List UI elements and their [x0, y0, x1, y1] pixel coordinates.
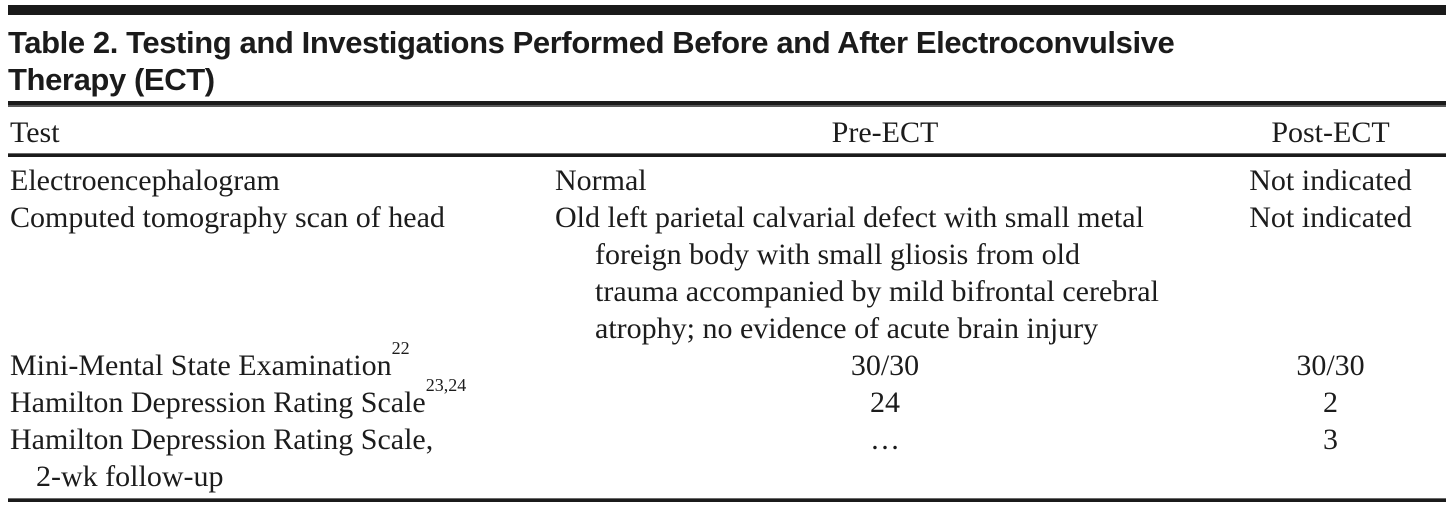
test-label: Mini-Mental State Examination — [10, 349, 392, 382]
table-title: Table 2. Testing and Investigations Perf… — [8, 24, 1446, 98]
test-cell: Mini-Mental State Examination22 — [8, 339, 555, 384]
table-row: Mini-Mental State Examination22 30/30 30… — [8, 339, 1446, 384]
reference-superscript: 23,24 — [425, 375, 467, 396]
test-cell: Hamilton Depression Rating Scale23,24 — [8, 376, 555, 421]
reference-superscript: 22 — [391, 338, 410, 359]
table-title-line-1: Table 2. Testing and Investigations Perf… — [8, 25, 1175, 60]
pre-ect-cell: 30/30 — [850, 349, 920, 382]
post-ect-cell: Not indicated — [1249, 164, 1412, 197]
column-header-post-ect: Post-ECT — [1271, 116, 1390, 149]
table-row: Electroencephalogram Normal Not indicate… — [8, 162, 1446, 199]
table-header-row: Test Pre-ECT Post-ECT — [8, 107, 1446, 153]
table-bottom-rule — [8, 498, 1446, 502]
test-cell: Hamilton Depression Rating Scale, 2-wk f… — [8, 421, 555, 495]
pre-ect-cell: 24 — [870, 386, 900, 419]
table-row: Hamilton Depression Rating Scale, 2-wk f… — [8, 421, 1446, 495]
post-ect-cell: 30/30 — [1296, 349, 1365, 382]
table-row: Hamilton Depression Rating Scale23,24 24… — [8, 376, 1446, 421]
test-label: Computed tomography scan of head — [10, 201, 445, 234]
pre-ect-cell: … — [870, 423, 900, 456]
pre-ect-cell: Normal — [555, 164, 647, 197]
column-header-pre-ect: Pre-ECT — [831, 116, 939, 149]
top-rule-bar — [8, 5, 1446, 15]
title-divider-rule — [8, 101, 1446, 107]
table-row: Computed tomography scan of head Old lef… — [8, 199, 1446, 347]
test-label: Hamilton Depression Rating Scale, 2-wk f… — [10, 423, 434, 493]
post-ect-cell: 2 — [1323, 386, 1338, 419]
post-ect-cell: Not indicated — [1249, 201, 1412, 234]
pre-ect-cell: Old left parietal calvarial defect with … — [555, 201, 1159, 345]
table-title-line-2: Therapy (ECT) — [8, 62, 215, 97]
test-cell: Computed tomography scan of head — [8, 199, 555, 347]
header-divider-rule — [8, 153, 1446, 157]
post-ect-cell: 3 — [1323, 423, 1338, 456]
test-label: Electroencephalogram — [10, 164, 280, 197]
table-body: Electroencephalogram Normal Not indicate… — [8, 157, 1446, 495]
column-header-test: Test — [10, 116, 60, 149]
test-label: Hamilton Depression Rating Scale — [10, 386, 426, 419]
test-cell: Electroencephalogram — [8, 162, 555, 199]
